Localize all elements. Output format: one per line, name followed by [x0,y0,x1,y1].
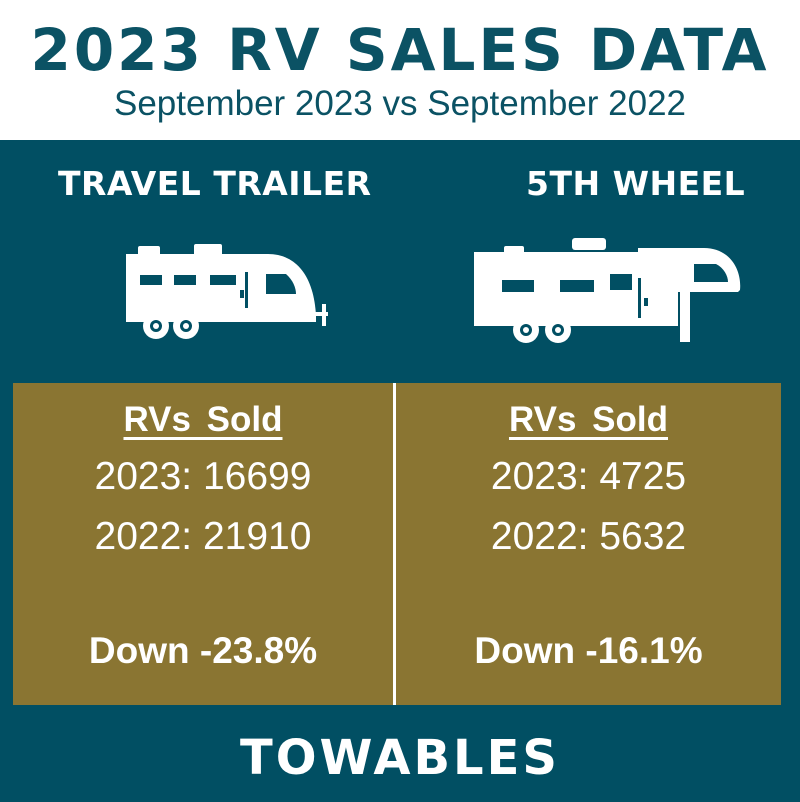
header: 2023 RV SALES DATA September 2023 vs Sep… [0,0,800,140]
page-subtitle: September 2023 vs September 2022 [113,84,687,123]
percent-change: Down -23.8% [88,630,318,671]
travel-trailer-label: TRAVEL TRAILER [58,164,372,203]
fifth-wheel-stats: RVs Sold 2023: 4725 2022: 5632 Down -16.… [396,383,781,705]
percent-change: Down -16.1% [474,630,703,671]
fifth-wheel-icon [474,238,741,343]
sales-2022: 2022: 5632 [490,515,687,558]
stats-panel: RVs Sold 2023: 16699 2022: 21910 Down -2… [13,383,781,705]
column-divider [393,383,396,705]
rvs-sold-heading: RVs Sold [123,400,283,439]
sales-2023: 2023: 4725 [490,455,687,498]
towables-label: TOWABLES [239,730,560,786]
travel-trailer-icon [126,244,328,339]
rvs-sold-heading: RVs Sold [508,400,668,439]
sales-2022: 2022: 21910 [94,515,312,558]
travel-trailer-stats: RVs Sold 2023: 16699 2022: 21910 Down -2… [13,383,393,705]
fifth-wheel-label: 5TH WHEEL [526,164,746,203]
sales-2023: 2023: 16699 [94,455,312,498]
content-band: TRAVEL TRAILER 5TH WHEEL [0,140,800,802]
page-title: 2023 RV SALES DATA [30,16,770,84]
